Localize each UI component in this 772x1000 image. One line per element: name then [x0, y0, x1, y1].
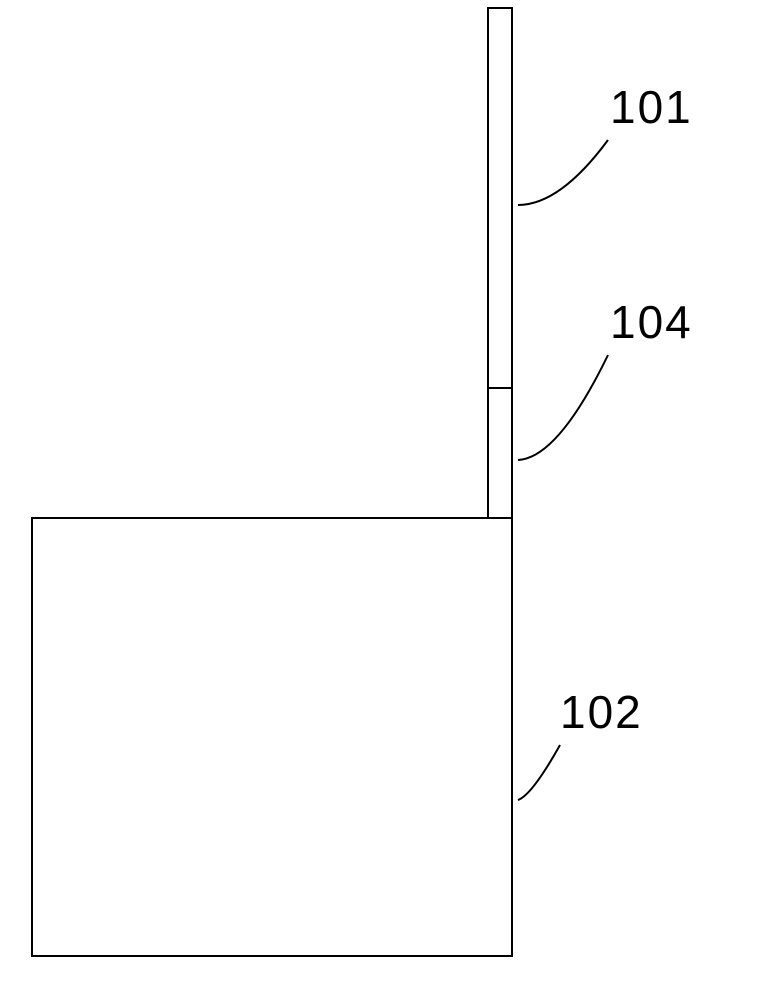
label-102: 102: [560, 685, 643, 739]
part-102-box: [32, 518, 512, 956]
leader-102: [518, 745, 560, 800]
label-101: 101: [610, 80, 693, 134]
part-101-upper-bar: [488, 8, 512, 388]
leader-104: [518, 355, 608, 460]
figure-canvas: 101 104 102: [0, 0, 772, 1000]
diagram-svg: [0, 0, 772, 1000]
label-104: 104: [610, 295, 693, 349]
leader-101: [518, 140, 608, 205]
part-104-lower-bar: [488, 388, 512, 518]
